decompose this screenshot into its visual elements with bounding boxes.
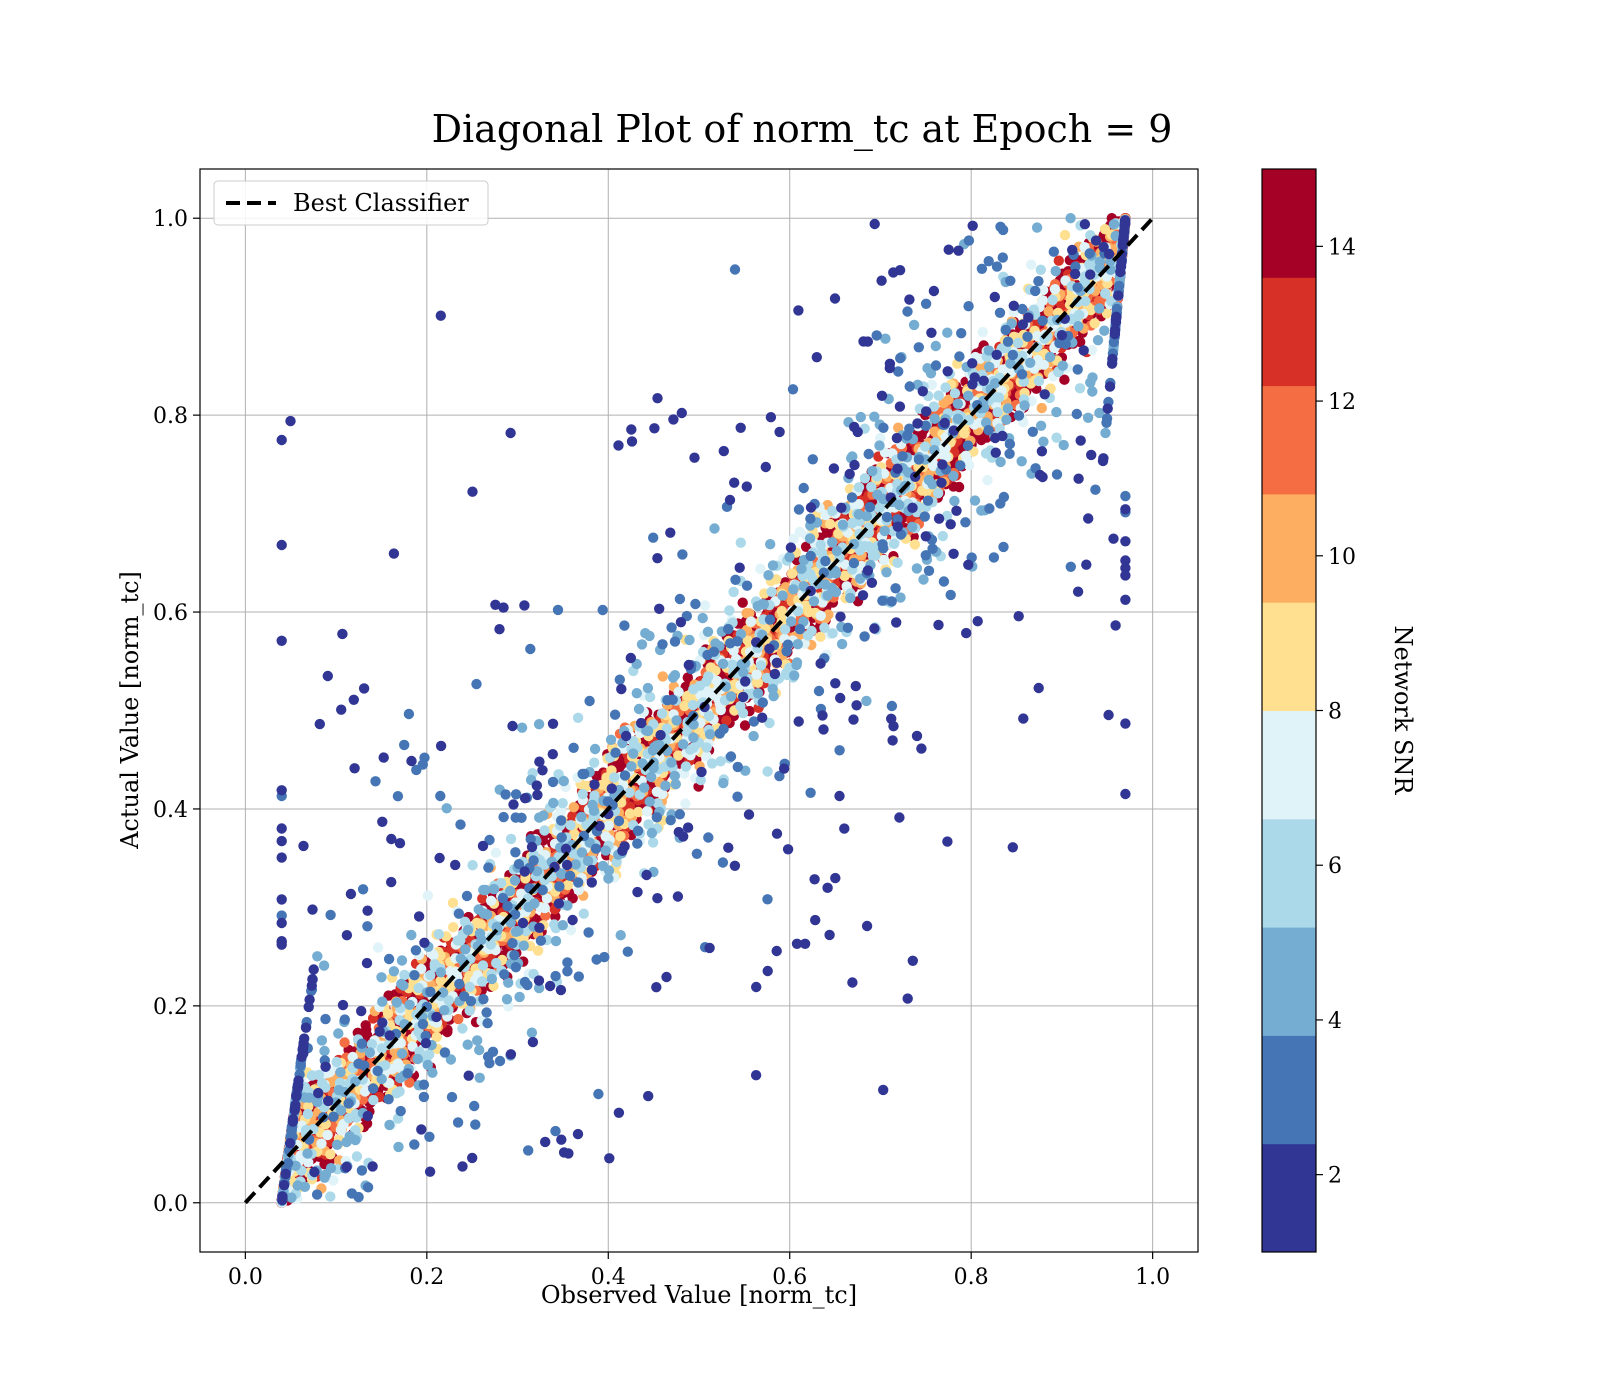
scatter-points [276, 213, 1131, 1209]
scatter-point [361, 1030, 373, 1041]
scatter-point [737, 597, 748, 608]
scatter-point [442, 1026, 453, 1038]
scatter-point [739, 720, 751, 731]
scatter-point [360, 1020, 371, 1031]
chart-title: Diagonal Plot of norm_tc at Epoch = 9 [432, 107, 1173, 152]
grid-lines [200, 169, 1198, 1252]
scatter-point [1059, 374, 1070, 385]
plot-area: 0.0 0.2 0.4 0.6 0.8 1.0 0.00.20.40.60.81.0 [153, 168, 1199, 1290]
scatter-point [682, 672, 693, 683]
scatter-point [567, 893, 578, 904]
scatter-point [800, 541, 812, 552]
